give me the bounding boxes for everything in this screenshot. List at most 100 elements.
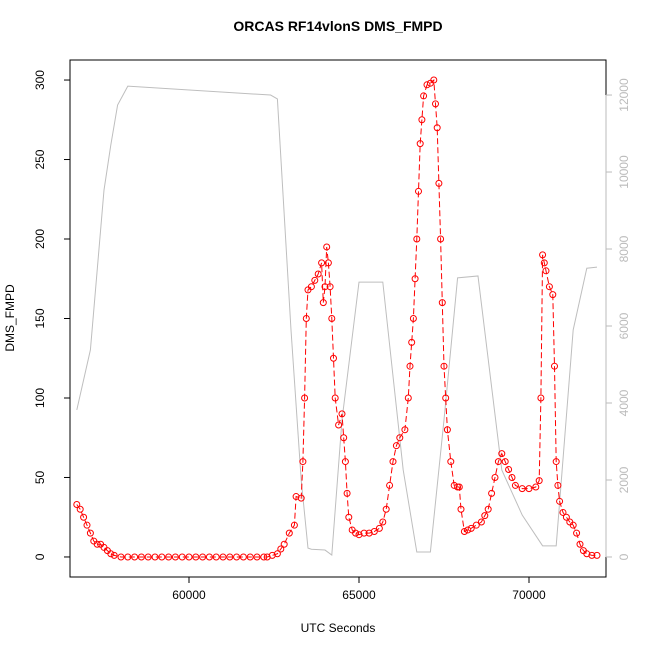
point [569, 521, 577, 529]
point [457, 505, 465, 513]
point [450, 481, 458, 489]
y-axis-label: DMS_FMPD [3, 284, 17, 352]
point [86, 529, 94, 537]
point [326, 283, 334, 291]
x-tick-label: 60000 [172, 588, 206, 602]
point [491, 473, 499, 481]
series-line [76, 85, 598, 556]
point [488, 489, 496, 497]
point [331, 394, 339, 402]
point [481, 512, 489, 520]
point [290, 521, 298, 529]
point [131, 553, 139, 561]
point [550, 362, 558, 370]
point [226, 553, 234, 561]
point [559, 508, 567, 516]
point [302, 315, 310, 322]
point [335, 421, 343, 429]
point [477, 518, 485, 526]
point [360, 529, 368, 537]
point [433, 124, 441, 132]
point [151, 553, 159, 561]
x-tick-label: 65000 [342, 588, 376, 602]
point [562, 513, 570, 521]
point [437, 235, 445, 243]
point [431, 100, 439, 108]
y2-tick-label: 4000 [617, 389, 631, 416]
point [285, 529, 293, 537]
point [80, 513, 88, 521]
point [253, 553, 261, 561]
point [532, 483, 540, 491]
point [409, 315, 417, 322]
point [263, 553, 271, 561]
point [576, 540, 584, 548]
y-tick-label: 300 [33, 70, 47, 90]
point [260, 553, 268, 561]
connector-line [76, 78, 597, 558]
y2-tick-label: 8000 [617, 235, 631, 262]
point [117, 553, 125, 561]
point [341, 458, 349, 466]
plot-box [69, 59, 607, 578]
point [158, 553, 166, 561]
point [545, 283, 553, 291]
point [511, 481, 519, 489]
point [467, 524, 475, 532]
point [540, 259, 548, 267]
point [438, 299, 446, 307]
point [324, 259, 332, 267]
point [73, 501, 81, 509]
point [518, 485, 526, 493]
point [233, 553, 241, 561]
point [549, 291, 557, 299]
point [382, 505, 390, 513]
point [423, 81, 431, 89]
point [420, 92, 428, 100]
point [505, 466, 513, 474]
point [239, 553, 247, 561]
point [416, 140, 424, 148]
point [340, 434, 348, 442]
point [413, 235, 421, 243]
point [338, 410, 346, 418]
point [396, 434, 404, 442]
point [328, 315, 336, 322]
point [375, 524, 383, 532]
point [329, 354, 337, 362]
y2-tick-label: 0 [617, 553, 631, 560]
y-tick-label: 50 [33, 470, 47, 484]
point [539, 251, 547, 259]
point [535, 477, 543, 485]
y2-tick-label: 6000 [617, 312, 631, 339]
point [323, 243, 331, 251]
point [144, 553, 152, 561]
x-axis-label: UTC Seconds [301, 621, 376, 635]
point [593, 551, 601, 559]
x-tick-label: 70000 [512, 588, 546, 602]
point [443, 426, 451, 434]
point [124, 553, 132, 561]
point [464, 526, 472, 534]
point [484, 505, 492, 513]
point [365, 529, 373, 537]
point [178, 553, 186, 561]
point [401, 426, 409, 434]
point [588, 551, 596, 559]
point [379, 518, 387, 526]
point [352, 529, 360, 537]
y2-tick-label: 10000 [617, 155, 631, 189]
y2-tick-label: 2000 [617, 466, 631, 493]
point [508, 473, 516, 481]
chart-title: ORCAS RF14vlonS DMS_FMPD [233, 18, 442, 34]
point [185, 553, 193, 561]
point [280, 540, 288, 548]
point [386, 481, 394, 489]
point [501, 458, 509, 466]
point [273, 550, 281, 558]
point [165, 553, 173, 561]
point [268, 551, 276, 559]
point [110, 551, 118, 559]
point [435, 179, 443, 187]
